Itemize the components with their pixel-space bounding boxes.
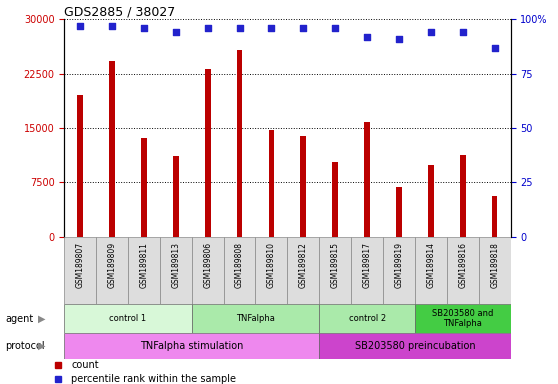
Bar: [300, 136, 306, 237]
Bar: [428, 165, 434, 237]
Bar: [447, 237, 479, 304]
Bar: [479, 237, 511, 304]
Text: agent: agent: [6, 313, 34, 324]
Text: SB203580 preincubation: SB203580 preincubation: [354, 341, 475, 351]
Bar: [192, 237, 224, 304]
Bar: [141, 138, 147, 237]
Bar: [173, 156, 179, 237]
Text: GSM189808: GSM189808: [235, 242, 244, 288]
Bar: [96, 237, 128, 304]
Bar: [364, 122, 370, 237]
Bar: [319, 237, 351, 304]
Point: [171, 29, 180, 35]
Point: [299, 25, 308, 31]
Text: GSM189810: GSM189810: [267, 242, 276, 288]
Text: GDS2885 / 38027: GDS2885 / 38027: [64, 5, 175, 18]
Bar: [192, 304, 319, 333]
Text: GSM189816: GSM189816: [458, 242, 467, 288]
Text: SB203580 and
TNFalpha: SB203580 and TNFalpha: [432, 309, 493, 328]
Text: ▶: ▶: [39, 313, 46, 324]
Bar: [205, 69, 210, 237]
Bar: [64, 237, 96, 304]
Bar: [319, 304, 415, 333]
Bar: [319, 333, 511, 359]
Point: [108, 23, 117, 29]
Point: [76, 23, 85, 29]
Bar: [415, 237, 447, 304]
Bar: [333, 162, 338, 237]
Bar: [77, 95, 83, 237]
Text: ▶: ▶: [39, 341, 46, 351]
Point: [458, 29, 467, 35]
Point: [426, 29, 435, 35]
Bar: [128, 237, 160, 304]
Text: GSM189809: GSM189809: [108, 242, 117, 288]
Bar: [160, 237, 192, 304]
Text: percentile rank within the sample: percentile rank within the sample: [71, 374, 236, 384]
Point: [331, 25, 340, 31]
Text: control 1: control 1: [109, 314, 147, 323]
Text: GSM189811: GSM189811: [140, 242, 148, 288]
Bar: [109, 61, 115, 237]
Point: [235, 25, 244, 31]
Text: GSM189806: GSM189806: [203, 242, 212, 288]
Point: [490, 45, 499, 51]
Bar: [460, 155, 465, 237]
Text: GSM189817: GSM189817: [363, 242, 372, 288]
Bar: [492, 196, 498, 237]
Point: [140, 25, 148, 31]
Bar: [383, 237, 415, 304]
Text: GSM189814: GSM189814: [426, 242, 435, 288]
Bar: [287, 237, 319, 304]
Text: GSM189807: GSM189807: [76, 242, 85, 288]
Text: TNFalpha stimulation: TNFalpha stimulation: [140, 341, 243, 351]
Text: GSM189818: GSM189818: [490, 242, 499, 288]
Point: [395, 36, 403, 42]
Point: [363, 33, 372, 40]
Point: [203, 25, 212, 31]
Bar: [64, 304, 192, 333]
Bar: [268, 129, 275, 237]
Bar: [351, 237, 383, 304]
Text: GSM189813: GSM189813: [171, 242, 180, 288]
Text: control 2: control 2: [349, 314, 386, 323]
Bar: [415, 304, 511, 333]
Text: protocol: protocol: [6, 341, 45, 351]
Text: TNFalpha: TNFalpha: [236, 314, 275, 323]
Bar: [237, 50, 242, 237]
Bar: [224, 237, 256, 304]
Point: [267, 25, 276, 31]
Bar: [64, 333, 319, 359]
Bar: [256, 237, 287, 304]
Text: count: count: [71, 360, 99, 370]
Text: GSM189819: GSM189819: [395, 242, 403, 288]
Text: GSM189815: GSM189815: [331, 242, 340, 288]
Bar: [396, 187, 402, 237]
Text: GSM189812: GSM189812: [299, 242, 308, 288]
